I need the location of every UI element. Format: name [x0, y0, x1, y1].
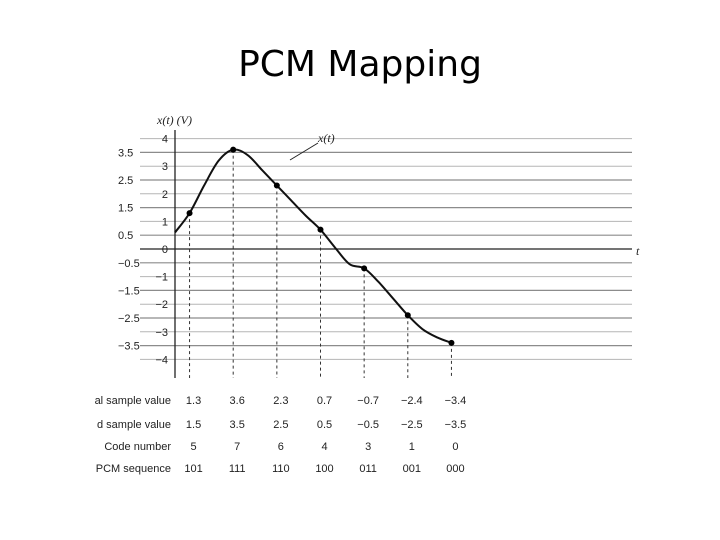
table-cell: 111	[229, 463, 246, 475]
table-cell: −3.5	[445, 419, 467, 431]
table-cell: 3.6	[230, 395, 245, 407]
table-cell: 0.5	[317, 419, 332, 431]
y-tick-label-inner: 4	[162, 134, 168, 146]
curve-label: x(t)	[317, 131, 335, 145]
table-cell: −3.4	[445, 395, 467, 407]
sample-point	[230, 146, 237, 153]
sample-point	[361, 265, 368, 272]
curve-leader-line	[289, 142, 319, 161]
table-cell: 001	[403, 463, 421, 475]
y-tick-label-inner: −4	[155, 354, 168, 366]
y-ticks-outer: 3.5 2.5 1.5 0.5 −0.5 −1.5 −2.5 −3.5	[118, 147, 140, 352]
table-cell: −2.4	[401, 395, 423, 407]
table-cell: −0.5	[357, 419, 379, 431]
table-row-label: al sample value	[95, 395, 171, 407]
y-tick-label-outer: 2.5	[118, 175, 133, 187]
sample-points	[186, 146, 455, 346]
y-tick-label-inner: 1	[162, 216, 168, 228]
pcm-table: al sample value 1.3 3.6 2.3 0.7 −0.7 −2.4 −3.4 d…	[95, 395, 467, 475]
table-row-label: Code number	[104, 441, 171, 453]
table-cell: 5	[190, 441, 196, 453]
y-tick-label-inner: −2	[155, 299, 168, 311]
x-axis-label: t	[636, 244, 640, 258]
table-cell: 3	[365, 441, 371, 453]
table-cell: 4	[321, 441, 327, 453]
y-tick-label-outer: 0.5	[118, 230, 133, 242]
table-cell: 2.3	[273, 395, 288, 407]
y-tick-label-inner: 3	[162, 161, 168, 173]
curve-annotation: x(t)	[289, 131, 335, 161]
slide-title: PCM Mapping	[238, 44, 482, 85]
table-cell: 101	[184, 463, 202, 475]
table-cell: 0.7	[317, 395, 332, 407]
sample-point	[448, 339, 455, 346]
y-tick-label-outer: −3.5	[118, 341, 140, 353]
sample-droplines	[189, 149, 452, 378]
table-cell: 011	[359, 463, 377, 475]
y-tick-label-inner: 0	[162, 244, 168, 256]
table-cell: 2.5	[273, 419, 288, 431]
y-axis-label: x(t) (V)	[156, 113, 192, 127]
y-tick-label-inner: −3	[155, 327, 168, 339]
table-cell: 1.5	[186, 419, 201, 431]
sample-point	[186, 210, 193, 217]
y-tick-label-outer: 3.5	[118, 147, 133, 159]
axes: x(t) (V) t	[140, 113, 640, 378]
y-tick-label-outer: −2.5	[118, 313, 140, 325]
table-cell: 3.5	[230, 419, 245, 431]
table-cell: 110	[272, 463, 290, 475]
sample-point	[273, 182, 280, 189]
y-tick-label-inner: 2	[162, 189, 168, 201]
table-cell: −0.7	[357, 395, 379, 407]
table-cell: 1.3	[186, 395, 201, 407]
table-cell: 6	[278, 441, 284, 453]
y-tick-label-outer: −0.5	[118, 258, 140, 270]
table-cell: 7	[234, 441, 240, 453]
sample-point	[404, 312, 411, 319]
sample-point	[317, 226, 324, 233]
table-row-label: PCM sequence	[96, 463, 171, 475]
y-tick-label-outer: 1.5	[118, 203, 133, 215]
y-ticks-inner: 4 3 2 1 0 −1 −2 −3 −4	[155, 134, 168, 367]
y-tick-label-inner: −1	[155, 272, 168, 284]
table-cell: 100	[315, 463, 333, 475]
y-tick-label-outer: −1.5	[118, 285, 140, 297]
table-cell: 1	[409, 441, 415, 453]
table-cell: 0	[452, 441, 458, 453]
table-cell: −2.5	[401, 419, 423, 431]
table-row-label: d sample value	[97, 419, 171, 431]
table-cell: 000	[446, 463, 464, 475]
